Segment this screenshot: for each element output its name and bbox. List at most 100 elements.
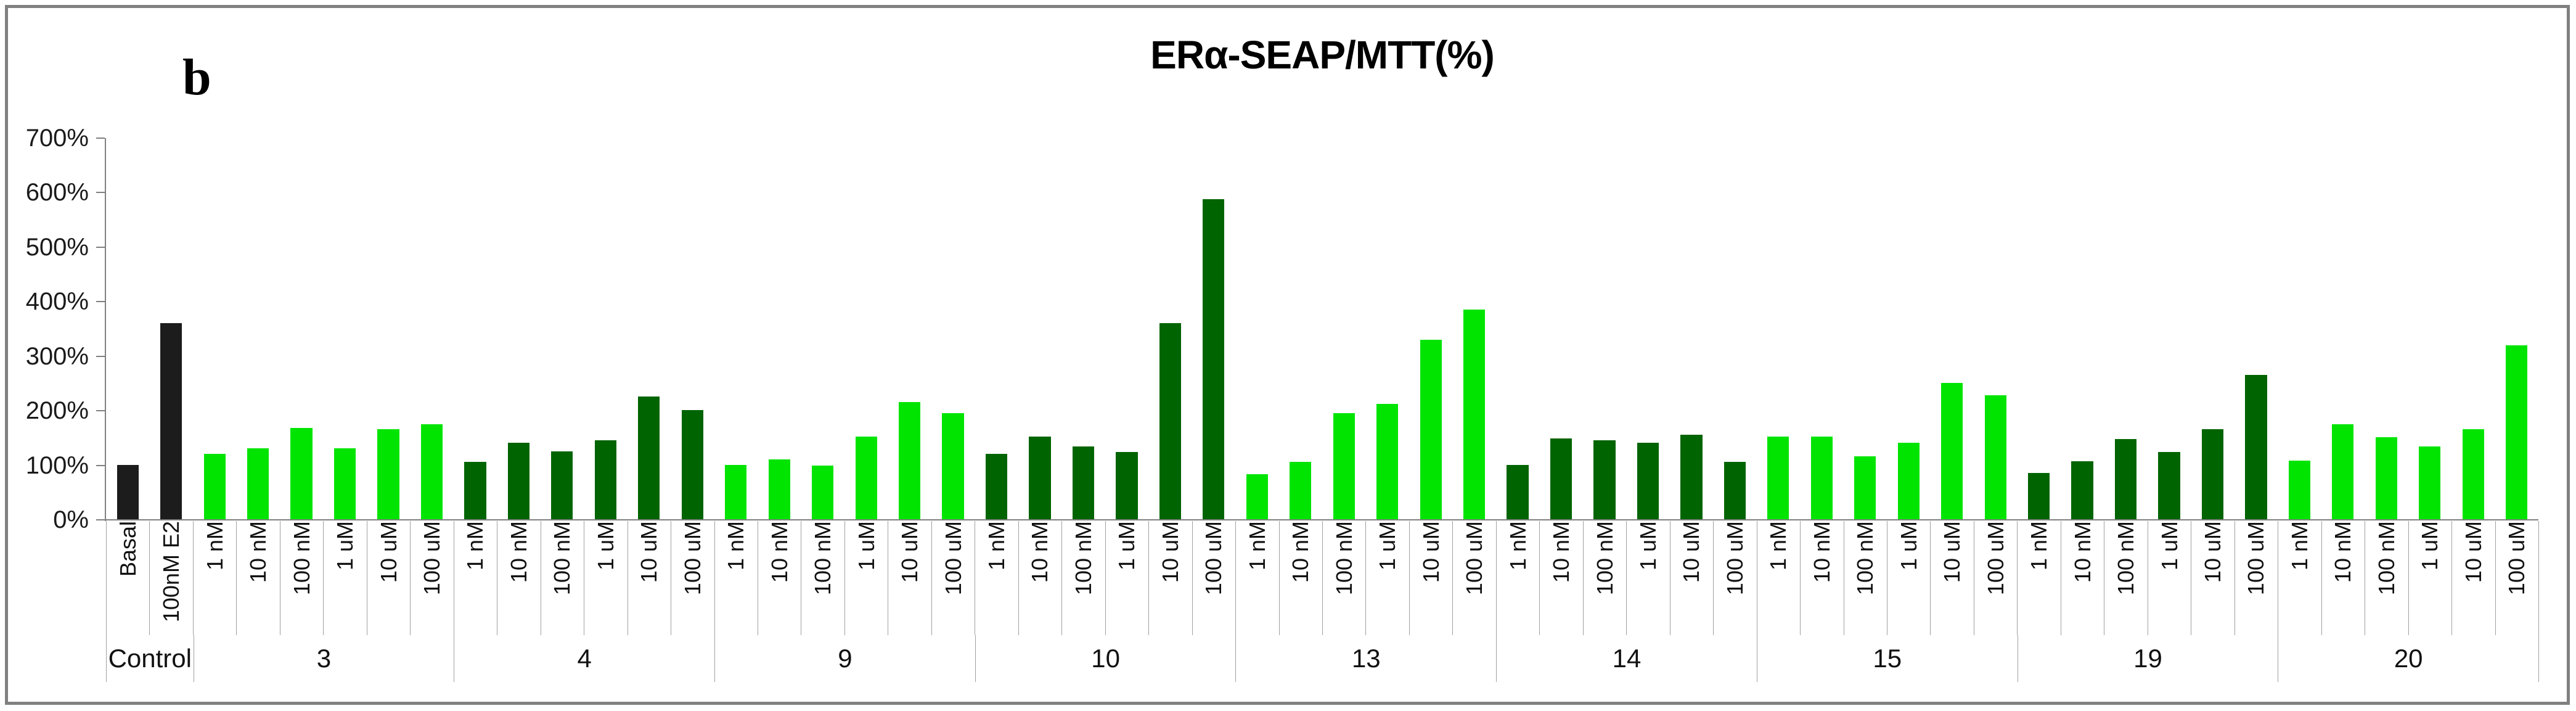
concentration-label-cell: 100 uM — [2235, 521, 2279, 635]
bar-group — [454, 138, 714, 519]
bar-cell — [1757, 138, 1800, 519]
concentration-label-cell: Basal — [107, 521, 150, 635]
bar — [1333, 413, 1355, 519]
bar — [855, 436, 877, 519]
concentration-label: 1 nM — [723, 521, 749, 571]
bar-cell — [1974, 138, 2017, 519]
concentration-label: 100 nM — [1070, 521, 1096, 596]
concentration-label-cell: 10 uM — [2452, 521, 2496, 635]
concentration-label-cell: 10 nM — [2322, 521, 2366, 635]
bar — [1029, 436, 1051, 519]
bar-cell — [1105, 138, 1148, 519]
bar — [1767, 436, 1789, 519]
concentration-label: 1 uM — [1895, 521, 1921, 571]
bar-cell — [454, 138, 497, 519]
bar-cell — [1583, 138, 1626, 519]
bar-cell — [323, 138, 366, 519]
bar — [551, 451, 573, 519]
bar — [1290, 462, 1312, 519]
concentration-label-cell: 100 uM — [411, 521, 454, 635]
group-label: 13 — [1236, 635, 1497, 682]
concentration-label-cell: 10 nM — [1801, 521, 1844, 635]
concentration-label-cell: 1 uM — [2148, 521, 2192, 635]
bar — [1941, 383, 1963, 519]
concentration-label: 1 nM — [2026, 521, 2052, 571]
y-axis-tick-label: 200% — [25, 397, 89, 425]
concentration-label: 10 nM — [2069, 521, 2095, 583]
bar — [2114, 439, 2137, 519]
bar-cell — [2321, 138, 2365, 519]
bar-cell — [1061, 138, 1105, 519]
concentration-label: 10 uM — [2460, 521, 2486, 583]
concentration-label-cell: 100nM E2 — [150, 521, 194, 635]
bar-cell — [1322, 138, 1365, 519]
concentration-label-cell: 10 nM — [1280, 521, 1323, 635]
concentration-label-cell: 100 nM — [1062, 521, 1106, 635]
concentration-label-row: Basal 100nM E2 1 nM 10 nM 100 nM 1 uM 10 uM 100… — [106, 521, 2539, 635]
concentration-label: 1 uM — [2417, 521, 2443, 571]
concentration-label: 10 nM — [1809, 521, 1834, 583]
concentration-label-cell: 1 uM — [1887, 521, 1931, 635]
bar-group — [1496, 138, 1757, 519]
bar-group — [1235, 138, 1496, 519]
concentration-label-cell: 1 nM — [194, 521, 237, 635]
concentration-label: 1 nM — [1765, 521, 1791, 571]
concentration-label-group: 1 nM 10 nM 100 nM 1 uM 10 uM 100 uM — [194, 521, 454, 635]
concentration-label-group: 1 nM 10 nM 100 nM 1 uM 10 uM 100 uM — [1497, 521, 1757, 635]
concentration-label: 10 uM — [1418, 521, 1444, 583]
bar — [2462, 429, 2484, 519]
concentration-label-group: Basal 100nM E2 — [107, 521, 194, 635]
bar-cell — [1279, 138, 1322, 519]
group-label: 10 — [976, 635, 1237, 682]
concentration-label: 100 uM — [419, 521, 444, 596]
concentration-label-group: 1 nM 10 nM 100 nM 1 uM 10 uM 100 uM — [454, 521, 715, 635]
bar-cell — [888, 138, 931, 519]
plot-area — [106, 138, 2538, 519]
y-axis-tick-label: 500% — [25, 233, 89, 261]
concentration-label: 1 nM — [202, 521, 227, 571]
concentration-label: 10 nM — [766, 521, 792, 583]
concentration-label: 10 uM — [2200, 521, 2225, 583]
figure-border — [5, 5, 2570, 705]
concentration-label-cell: 10 uM — [1670, 521, 1714, 635]
concentration-label-cell: 1 nM — [714, 521, 758, 635]
bar-cell — [410, 138, 453, 519]
bar — [2158, 451, 2180, 519]
concentration-label-cell: 100 uM — [932, 521, 976, 635]
concentration-label: Basal — [115, 521, 141, 577]
group-label: 14 — [1497, 635, 1757, 682]
concentration-label: 1 uM — [1635, 521, 1661, 571]
group-label: 9 — [715, 635, 976, 682]
concentration-label: 1 uM — [592, 521, 618, 571]
group-label: 4 — [454, 635, 716, 682]
concentration-label: 10 nM — [1288, 521, 1314, 583]
bar-cell — [1148, 138, 1192, 519]
concentration-label: 100 nM — [1331, 521, 1357, 596]
bar-cell — [1713, 138, 1756, 519]
concentration-label-cell: 1 nM — [2278, 521, 2322, 635]
concentration-label: 100 nM — [2113, 521, 2139, 596]
bar-cell — [497, 138, 540, 519]
y-axis-line — [105, 138, 106, 521]
bar-cell — [1018, 138, 1061, 519]
bar — [1463, 310, 1486, 519]
bar-cell — [1800, 138, 1843, 519]
y-axis-tick-mark — [96, 355, 105, 357]
bar — [1897, 443, 1920, 519]
bar — [2375, 437, 2397, 519]
concentration-label: 10 nM — [1027, 521, 1053, 583]
concentration-label: 1 nM — [462, 521, 488, 571]
bar — [1550, 438, 1572, 519]
bar-cell — [2061, 138, 2104, 519]
concentration-label-cell: 10 uM — [628, 521, 672, 635]
concentration-label: 100 uM — [1201, 521, 1227, 596]
y-axis-tick-label: 700% — [25, 125, 89, 152]
concentration-label: 100 uM — [679, 521, 705, 596]
y-axis-tick-label: 600% — [25, 179, 89, 207]
y-axis-tick-mark — [96, 410, 105, 412]
bar — [898, 402, 921, 519]
bar-cell — [671, 138, 714, 519]
concentration-label: 100 nM — [810, 521, 836, 596]
bar — [1203, 199, 1225, 519]
bar-cell — [584, 138, 627, 519]
